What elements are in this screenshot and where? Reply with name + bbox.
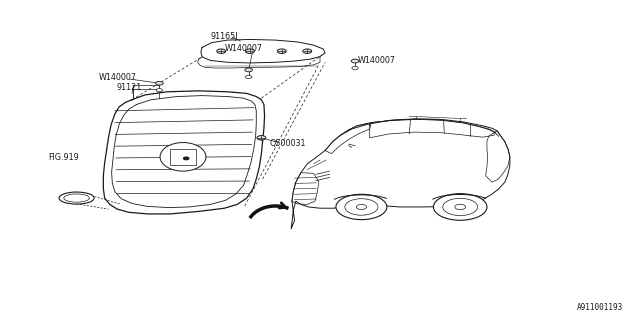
Circle shape [156, 89, 163, 92]
Circle shape [345, 199, 378, 215]
Text: 91165J: 91165J [211, 32, 238, 41]
Circle shape [352, 67, 358, 69]
Circle shape [336, 194, 387, 220]
Text: 91121: 91121 [116, 83, 141, 92]
Circle shape [246, 49, 254, 53]
Circle shape [356, 204, 367, 210]
Text: Q500031: Q500031 [269, 139, 305, 148]
FancyBboxPatch shape [170, 149, 196, 165]
Text: W140007: W140007 [225, 44, 262, 53]
Text: W140007: W140007 [358, 56, 396, 65]
Circle shape [433, 194, 487, 220]
Circle shape [303, 49, 312, 53]
Text: W140007: W140007 [99, 73, 136, 82]
Circle shape [246, 75, 252, 78]
Text: FIG.919: FIG.919 [49, 153, 79, 162]
Circle shape [217, 49, 226, 53]
Ellipse shape [59, 192, 94, 204]
Ellipse shape [160, 142, 206, 171]
Circle shape [351, 59, 359, 63]
Circle shape [277, 49, 286, 53]
Text: A911001193: A911001193 [577, 303, 623, 312]
Circle shape [257, 136, 266, 140]
Circle shape [184, 157, 189, 160]
Circle shape [156, 81, 163, 85]
Circle shape [455, 204, 465, 210]
Circle shape [443, 198, 477, 216]
Circle shape [245, 68, 252, 72]
Ellipse shape [64, 194, 90, 202]
